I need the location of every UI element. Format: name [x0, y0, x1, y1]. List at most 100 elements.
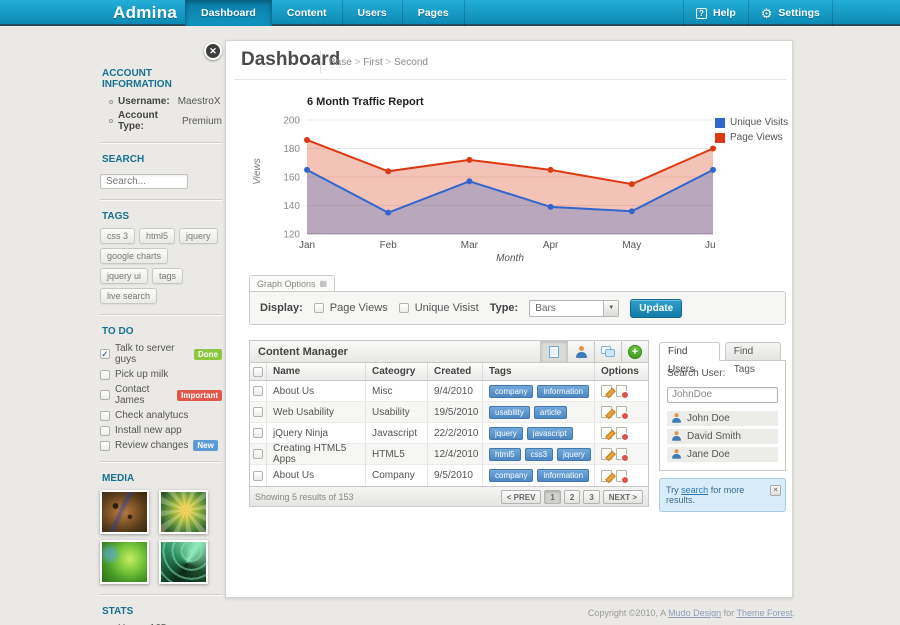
display-option-label: Page Views	[329, 302, 388, 314]
comments-icon-button[interactable]	[594, 341, 621, 362]
tag-pill[interactable]: css 3	[100, 228, 136, 244]
help-button[interactable]: ? Help	[683, 0, 749, 26]
breadcrumb-item[interactable]: Second	[394, 57, 428, 68]
display-checkbox[interactable]	[313, 303, 324, 313]
fractal-green-blur-thumbnail[interactable]	[100, 540, 149, 584]
tag-article[interactable]: article	[533, 405, 568, 419]
tab-find-users[interactable]: Find Users	[659, 342, 720, 375]
tag-html5[interactable]: html5	[489, 447, 521, 461]
tag-javascript[interactable]: javascript	[526, 426, 573, 440]
row-checkbox[interactable]	[253, 428, 263, 438]
todo-badge-done: Done	[194, 348, 222, 360]
search-section: SEARCH	[100, 154, 222, 189]
settings-button[interactable]: ⚙ Settings	[749, 0, 833, 26]
todo-badge-new: New	[193, 440, 218, 451]
row-checkbox[interactable]	[253, 470, 263, 481]
edit-icon[interactable]	[601, 385, 612, 397]
edit-icon[interactable]	[601, 469, 612, 482]
graph-type-select[interactable]: Bars ▼	[529, 299, 620, 317]
nav-tab-pages[interactable]: Pages	[403, 0, 465, 26]
page-button-3[interactable]: 3	[583, 489, 600, 504]
row-checkbox[interactable]	[253, 449, 263, 459]
add-icon-button[interactable]: +	[621, 341, 648, 362]
page-button-1[interactable]: 1	[544, 489, 561, 504]
tag-jquery[interactable]: jquery	[557, 447, 591, 461]
fractal-orange-swirl-thumbnail[interactable]	[100, 490, 149, 534]
update-button[interactable]: Update	[630, 298, 683, 318]
delete-icon[interactable]	[616, 469, 629, 484]
page-button-prev[interactable]: < PREV	[500, 489, 542, 504]
todo-checkbox[interactable]	[100, 410, 110, 421]
account-username-row: Username: MaestroX	[109, 96, 222, 107]
delete-icon[interactable]	[616, 427, 629, 441]
nav-tab-dashboard[interactable]: Dashboard	[185, 0, 272, 26]
todo-item: ✓ Talk to server guys Done	[100, 343, 222, 365]
info-close-button[interactable]: ✕	[770, 484, 781, 496]
design-credit-link[interactable]: Mudo Design	[668, 608, 722, 618]
delete-icon[interactable]	[616, 448, 629, 462]
fractal-green-rose-thumbnail[interactable]	[159, 490, 208, 534]
user-result[interactable]: John Doe	[667, 410, 778, 426]
user-result[interactable]: Jane Doe	[667, 446, 778, 462]
column-header-tags: Tags	[482, 363, 594, 380]
tag-pill[interactable]: live search	[100, 288, 158, 304]
row-checkbox[interactable]	[253, 386, 263, 396]
graph-options-tab[interactable]: Graph Options ▦	[249, 275, 336, 291]
page-button-2[interactable]: 2	[563, 489, 581, 504]
account-type-label: Account Type:	[118, 110, 158, 132]
tag-pill[interactable]: jquery	[179, 228, 218, 244]
table-row: Creating HTML5 Apps HTML5 12/4/2010 html5 cs…	[250, 444, 648, 465]
todo-checkbox[interactable]	[100, 390, 110, 400]
sidebar-divider	[100, 461, 222, 463]
legend-item: Unique Visits	[715, 117, 788, 128]
delete-icon[interactable]	[616, 406, 629, 420]
tag-css3[interactable]: css3	[524, 447, 554, 461]
select-all-checkbox[interactable]	[253, 366, 263, 377]
display-option: Unique Visist	[398, 302, 479, 314]
search-user-input[interactable]	[667, 386, 778, 403]
page-button-next[interactable]: NEXT >	[602, 489, 643, 504]
tag-company[interactable]: company	[489, 384, 534, 398]
nav-tab-content[interactable]: Content	[272, 0, 343, 26]
graph-options-panel: Display: Page Views Unique Visist Type: B…	[249, 291, 786, 325]
stat-item: Users: 165	[109, 623, 222, 625]
edit-icon[interactable]	[601, 448, 612, 460]
add-icon: +	[628, 344, 642, 359]
todo-checkbox[interactable]	[100, 369, 110, 380]
edit-icon[interactable]	[601, 427, 612, 439]
nav-tab-users[interactable]: Users	[343, 0, 403, 26]
delete-icon[interactable]	[616, 385, 629, 399]
document-icon-button[interactable]	[540, 341, 567, 362]
tag-pill[interactable]: html5	[139, 228, 176, 244]
search-input[interactable]	[100, 174, 188, 189]
table-body: About Us Misc 9/4/2010 company information We…	[249, 381, 649, 487]
todo-checkbox[interactable]: ✓	[100, 349, 110, 359]
sidebar-close-button[interactable]: ✕	[204, 42, 222, 60]
todo-label: Install new app	[115, 425, 182, 436]
fractal-teal-swirl-thumbnail[interactable]	[159, 540, 208, 584]
tag-company[interactable]: company	[489, 469, 534, 482]
tag-information[interactable]: information	[537, 384, 590, 398]
marketplace-link[interactable]: Theme Forest	[736, 608, 793, 618]
table-row: jQuery Ninja Javascript 22/2/2010 jquery jav…	[250, 423, 648, 444]
tag-pill[interactable]: jquery ui	[100, 268, 149, 284]
display-checkbox[interactable]	[398, 303, 409, 313]
breadcrumb-item[interactable]: First	[363, 57, 383, 68]
todo-checkbox[interactable]	[100, 440, 110, 451]
edit-icon[interactable]	[601, 406, 612, 418]
tag-usability[interactable]: usability	[489, 405, 530, 419]
row-tags: html5 css3 jquery	[482, 444, 594, 464]
todo-checkbox[interactable]	[100, 425, 110, 436]
user-result[interactable]: David Smith	[667, 428, 778, 444]
tag-pill[interactable]: tags	[152, 268, 184, 284]
tag-pill[interactable]: google charts	[100, 248, 169, 264]
breadcrumb-item[interactable]: Base	[329, 57, 352, 68]
tag-information[interactable]: information	[537, 469, 590, 482]
person-icon	[672, 413, 681, 423]
tag-jquery[interactable]: jquery	[489, 426, 523, 440]
user-icon-button[interactable]	[567, 341, 594, 362]
search-link[interactable]: search	[681, 484, 709, 495]
tab-find-tags[interactable]: Find Tags	[724, 342, 781, 375]
row-checkbox[interactable]	[253, 407, 263, 417]
